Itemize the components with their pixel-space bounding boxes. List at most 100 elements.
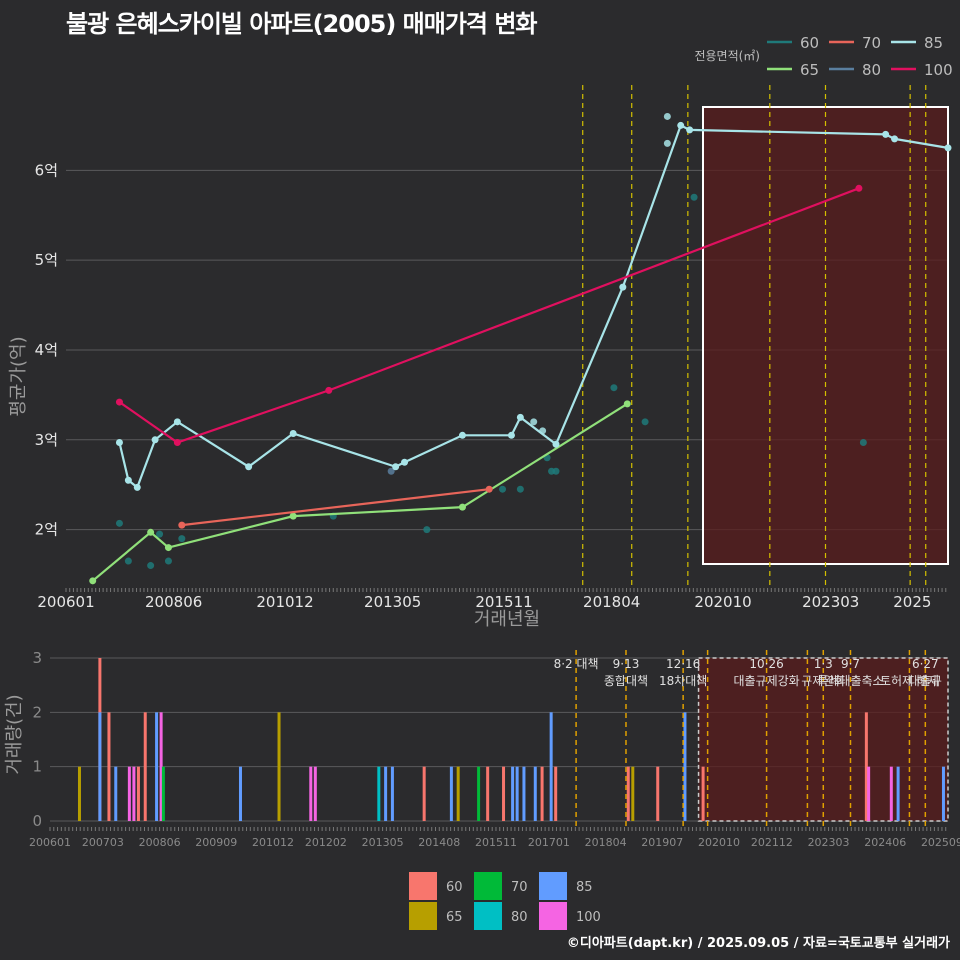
vol-y-axis-title: 거래량(건)	[4, 694, 25, 774]
vol-legend-swatch-80	[474, 902, 502, 930]
policy-label-0: 8·2 대책	[554, 656, 599, 671]
series-point-100	[855, 184, 863, 192]
series-point-85	[891, 135, 899, 143]
volume-bar-37	[864, 712, 868, 821]
vol-legend-label-60: 60	[446, 880, 463, 895]
policy-label-1: 9·13	[613, 657, 640, 671]
policy-label-2: 12·16	[666, 657, 700, 671]
series-point-85	[516, 413, 524, 421]
volume-bar-27	[522, 766, 526, 821]
vol-x-tick-label-9: 201701	[528, 836, 570, 849]
policy-label-4: 10·26	[749, 657, 783, 671]
vol-x-tick-label-16: 202509	[921, 836, 960, 849]
series-point-65	[289, 512, 297, 520]
scatter-point-1	[124, 557, 132, 565]
vol-x-tick-label-1: 200703	[82, 836, 124, 849]
vol-legend-swatch-70	[474, 872, 502, 900]
vol-x-tick-label-6: 201305	[362, 836, 404, 849]
legend-label-85: 85	[924, 34, 943, 52]
vol-legend-swatch-65	[409, 902, 437, 930]
policy-label-7: 9·7	[841, 657, 860, 671]
series-point-100	[173, 438, 181, 446]
vol-legend-swatch-60	[409, 872, 437, 900]
scatter-point-18	[530, 418, 538, 426]
policy-label-9: 대출규	[909, 674, 942, 688]
volume-bar-3	[107, 712, 111, 821]
vol-y-tick-label-1: 1	[32, 758, 42, 776]
volume-bar-2	[98, 712, 102, 821]
scatter-point-13	[610, 384, 618, 392]
policy-label-2: 18차대책	[659, 673, 707, 688]
scatter-point-20	[663, 112, 671, 120]
series-point-85	[458, 431, 466, 439]
legend-label-100: 100	[924, 61, 953, 79]
vol-x-tick-label-8: 201511	[475, 836, 517, 849]
volume-bar-41	[941, 766, 945, 821]
vol-x-tick-label-11: 201907	[641, 836, 683, 849]
vol-x-tick-label-13: 202112	[751, 836, 793, 849]
policy-label-6: 1·3	[814, 657, 833, 671]
series-point-85	[619, 283, 627, 291]
series-point-85	[151, 436, 159, 444]
series-point-100	[325, 386, 333, 394]
vol-x-tick-label-7: 201408	[418, 836, 460, 849]
vol-legend-swatch-100	[539, 902, 567, 930]
x-axis-title: 거래년월	[474, 609, 540, 630]
vol-legend-label-65: 65	[446, 910, 463, 925]
footer-credit: ©디아파트(dapt.kr) / 2025.09.05 / 자료=국토교통부 실…	[566, 936, 950, 951]
volume-bar-26	[515, 766, 519, 821]
series-point-85	[173, 418, 181, 426]
vol-x-tick-label-15: 202406	[864, 836, 906, 849]
vol-highlight-region	[697, 657, 949, 822]
scatter-point-0	[115, 519, 123, 527]
scatter-point-16	[859, 438, 867, 446]
volume-bar-11	[161, 766, 165, 821]
volume-bar-4	[114, 766, 118, 821]
vol-legend-label-70: 70	[511, 880, 528, 895]
volume-bar-30	[549, 712, 553, 821]
volume-bar-31	[554, 766, 558, 821]
highlight-region	[702, 106, 949, 565]
policy-label-7: 특례대출축소	[817, 674, 883, 688]
scatter-point-2	[147, 562, 155, 570]
vol-x-tick-label-2: 200806	[139, 836, 181, 849]
series-point-65	[147, 528, 155, 536]
volume-bar-36	[701, 766, 705, 821]
series-point-85	[133, 483, 141, 491]
legend-title: 전용면적(㎡)	[694, 49, 760, 63]
series-line-65	[92, 402, 628, 582]
policy-label-6: 규제완화	[801, 674, 845, 688]
volume-bar-33	[631, 766, 635, 821]
volume-bar-39	[889, 766, 893, 821]
scatter-point-7	[423, 526, 431, 534]
series-line-70	[181, 488, 490, 527]
x-tick-label-7: 202303	[802, 593, 859, 611]
chart-title: 불광 은혜스카이빌 아파트(2005) 매매가격 변화	[66, 10, 538, 38]
volume-bar-12	[238, 766, 242, 821]
series-point-85	[944, 144, 952, 152]
series-point-65	[458, 503, 466, 511]
volume-bar-8	[143, 712, 147, 821]
volume-bar-14	[309, 766, 313, 821]
series-point-85	[507, 431, 515, 439]
volume-bar-17	[384, 766, 388, 821]
vol-legend-label-85: 85	[576, 880, 593, 895]
series-point-85	[882, 130, 890, 138]
scatter-point-14	[641, 418, 649, 426]
scatter-point-21	[663, 139, 671, 147]
vol-legend-label-80: 80	[511, 910, 528, 925]
volume-bar-0	[77, 766, 81, 821]
y-tick-label-1: 3억	[35, 431, 58, 449]
scatter-point-17	[387, 467, 395, 475]
x-tick-label-8: 2025	[893, 593, 931, 611]
scatter-point-3	[156, 530, 164, 538]
series-point-65	[89, 577, 97, 585]
vol-y-tick-label-2: 2	[32, 703, 42, 721]
scatter-point-12	[552, 467, 560, 475]
volume-bar-24	[502, 766, 506, 821]
series-point-85	[115, 438, 123, 446]
y-tick-label-4: 6억	[35, 161, 58, 179]
vol-legend-label-100: 100	[576, 910, 601, 925]
vol-x-tick-label-5: 201202	[305, 836, 347, 849]
volume-bar-10	[159, 712, 163, 821]
